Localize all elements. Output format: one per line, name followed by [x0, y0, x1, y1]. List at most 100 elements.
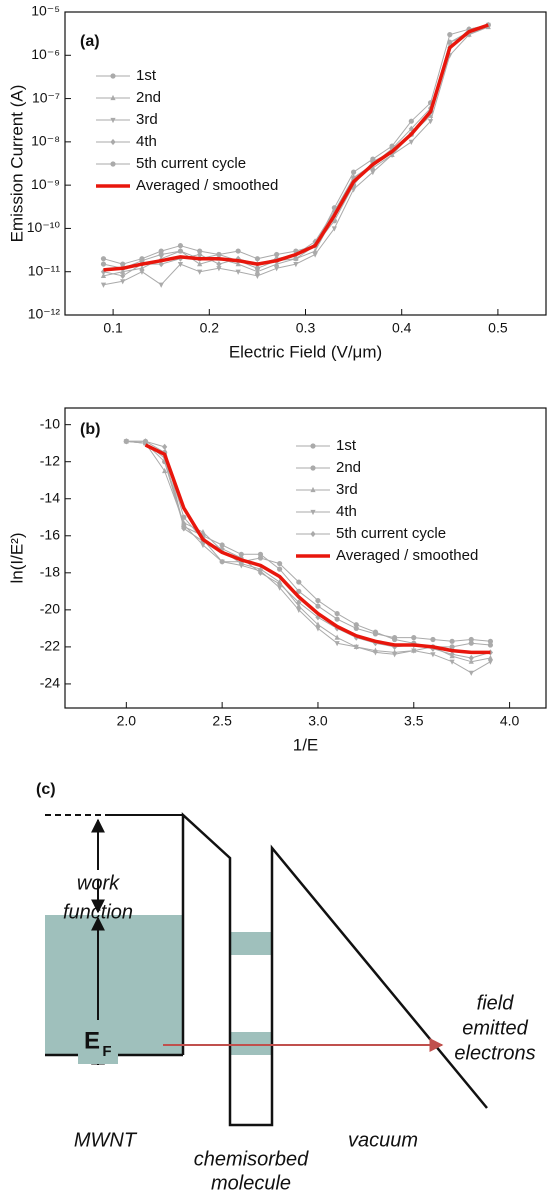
- legend-marker: [310, 530, 316, 538]
- x-tick-label: 2.5: [212, 713, 232, 729]
- data-point: [254, 256, 260, 262]
- data-point: [200, 528, 206, 535]
- label: molecule: [211, 1172, 291, 1194]
- data-point: [315, 614, 321, 621]
- data-point: [120, 279, 126, 285]
- data-point: [468, 670, 474, 676]
- x-tick-label: 0.3: [296, 320, 316, 336]
- y-tick-label: -22: [40, 638, 60, 654]
- x-tick-label: 3.5: [404, 713, 424, 729]
- data-point: [177, 243, 184, 249]
- data-point: [468, 636, 474, 643]
- data-point: [315, 626, 321, 632]
- label-bg: [78, 1030, 118, 1064]
- data-point: [293, 261, 299, 268]
- data-point: [334, 634, 340, 640]
- data-point: [468, 658, 474, 664]
- legend-marker: [110, 161, 116, 167]
- molecular-level: [230, 1032, 272, 1055]
- data-point: [487, 659, 494, 665]
- data-point: [430, 652, 436, 658]
- data-point: [277, 580, 283, 588]
- data-point: [100, 256, 107, 262]
- data-point: [177, 261, 184, 268]
- data-point: [296, 603, 302, 609]
- data-point: [334, 610, 340, 617]
- x-tick-label: 2.0: [117, 713, 137, 729]
- data-point: [427, 119, 434, 125]
- potential-barrier: [181, 812, 488, 1127]
- data-point: [181, 525, 187, 532]
- data-point: [274, 266, 280, 272]
- series-line: [103, 24, 489, 269]
- data-point: [468, 640, 474, 646]
- legend-label: Averaged / smoothed: [336, 547, 478, 564]
- data-point: [372, 629, 379, 635]
- y-axis-title: ln(I/E²): [7, 533, 26, 584]
- data-point: [430, 645, 436, 652]
- data-point: [277, 560, 283, 567]
- label: function: [63, 901, 133, 923]
- data-point: [100, 272, 107, 279]
- y-axis-title: Emission Current (A): [7, 85, 26, 243]
- data-point: [331, 208, 337, 215]
- data-point: [447, 32, 453, 38]
- data-point: [139, 258, 145, 264]
- legend-label: 3rd: [136, 111, 158, 128]
- data-point: [392, 652, 398, 658]
- data-point: [449, 651, 455, 658]
- data-point: [487, 642, 494, 648]
- data-point: [197, 269, 203, 275]
- data-point: [315, 597, 321, 604]
- data-point: [139, 265, 145, 271]
- legend-label: Averaged / smoothed: [136, 177, 278, 194]
- data-point: [468, 654, 474, 662]
- plot-frame: [64, 407, 547, 709]
- x-tick-label: 0.2: [200, 320, 220, 336]
- x-tick-label: 0.4: [392, 320, 412, 336]
- legend-label: 2nd: [136, 89, 161, 106]
- legend-label: 2nd: [336, 459, 361, 476]
- legend-marker: [110, 73, 116, 79]
- molecular-level: [230, 932, 272, 955]
- label: MWNT: [74, 1129, 138, 1151]
- y-tick-label: 10⁻⁶: [31, 46, 60, 62]
- data-point: [296, 599, 302, 606]
- y-tick-label: 10⁻⁵: [31, 3, 60, 19]
- data-point: [296, 579, 302, 585]
- data-point: [235, 248, 241, 254]
- y-tick-label: -20: [40, 601, 60, 617]
- label: emitted: [462, 1017, 528, 1039]
- legend-label: 3rd: [336, 481, 358, 498]
- y-tick-label: -18: [40, 564, 60, 580]
- data-point: [162, 467, 168, 474]
- series-line: [126, 440, 491, 648]
- label: electrons: [454, 1042, 535, 1064]
- data-point: [334, 641, 340, 647]
- data-point: [274, 251, 280, 258]
- data-point: [197, 248, 203, 254]
- data-point: [100, 282, 107, 288]
- data-point: [392, 643, 398, 650]
- x-tick-label: 0.5: [488, 320, 508, 336]
- label: vacuum: [348, 1129, 418, 1151]
- data-point: [120, 272, 126, 280]
- data-point: [277, 566, 283, 572]
- y-tick-label: 10⁻¹²: [28, 306, 61, 322]
- data-point: [353, 644, 359, 650]
- data-point: [392, 636, 398, 643]
- data-point: [254, 273, 260, 280]
- data-point: [235, 269, 241, 275]
- legend-label: 5th current cycle: [336, 525, 446, 542]
- data-point: [162, 443, 168, 450]
- data-point: [139, 269, 145, 275]
- fermi-subscript: F: [102, 1043, 111, 1060]
- diagram: (c) work function E F field emitted elec…: [36, 781, 536, 1194]
- data-point: [334, 616, 340, 622]
- data-point: [353, 622, 359, 628]
- data-point: [411, 648, 417, 654]
- legend-label: 4th: [336, 503, 357, 520]
- x-axis-title: 1/E: [293, 735, 319, 754]
- data-point: [293, 256, 299, 262]
